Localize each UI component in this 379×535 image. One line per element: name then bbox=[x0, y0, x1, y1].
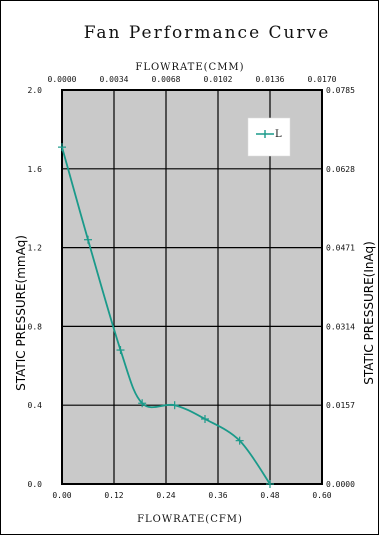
right-tick-label: 0.0000 bbox=[326, 480, 355, 489]
data-point-marker bbox=[201, 414, 209, 423]
bottom-axis-title: FLOWRATE(CFM) bbox=[137, 514, 243, 525]
plot-border bbox=[61, 89, 323, 485]
chart-title: Fan Performance Curve bbox=[84, 23, 331, 43]
top-tick-label: 0.0068 bbox=[152, 75, 181, 84]
top-tick-label: 0.0034 bbox=[100, 75, 129, 84]
y-tick-label: 1.6 bbox=[28, 165, 43, 174]
data-point-marker bbox=[84, 235, 92, 244]
grid bbox=[61, 89, 323, 485]
right-tick-label: 0.0471 bbox=[326, 244, 355, 253]
right-tick-label: 0.0628 bbox=[326, 165, 355, 174]
x-tick-label: 0.24 bbox=[156, 491, 175, 500]
data-point-marker bbox=[235, 436, 244, 445]
top-tick-label: 0.0000 bbox=[48, 75, 77, 84]
y-tick-label: 0.4 bbox=[28, 401, 43, 410]
legend-box bbox=[247, 117, 291, 157]
data-point-marker bbox=[170, 401, 179, 410]
y-tick-label: 0.8 bbox=[28, 322, 43, 331]
y-tick-label: 1.2 bbox=[28, 244, 43, 253]
series-layer bbox=[58, 143, 274, 488]
top-tick-label: 0.0136 bbox=[256, 75, 285, 84]
legend: L bbox=[247, 117, 291, 157]
data-point-marker bbox=[58, 143, 66, 152]
right-tick-label: 0.0785 bbox=[326, 86, 355, 95]
y-tick-label: 2.0 bbox=[28, 86, 43, 95]
x-tick-label: 0.00 bbox=[52, 491, 71, 500]
data-point-marker bbox=[266, 480, 274, 488]
right-tick-label: 0.0157 bbox=[326, 401, 355, 410]
data-point-marker bbox=[138, 399, 147, 408]
data-point-marker bbox=[116, 346, 125, 355]
left-axis-title: STATIC PRESSURE(mmAq) bbox=[14, 235, 28, 391]
right-axis-title: STATIC PRESSURE(InAq) bbox=[362, 241, 376, 385]
top-axis-title: FLOWRATE(CMM) bbox=[135, 62, 244, 73]
tick-labels: 0.00 0.12 0.24 0.36 0.48 0.600.0000 0.0034 0.00… bbox=[28, 75, 356, 500]
x-tick-label: 0.36 bbox=[208, 491, 227, 500]
right-tick-label: 0.0314 bbox=[326, 322, 355, 331]
top-tick-label: 0.0170 bbox=[308, 75, 337, 84]
x-tick-label: 0.12 bbox=[104, 491, 123, 500]
x-tick-label: 0.60 bbox=[312, 491, 331, 500]
y-tick-label: 0.0 bbox=[28, 480, 43, 489]
top-tick-label: 0.0102 bbox=[204, 75, 233, 84]
x-tick-label: 0.48 bbox=[260, 491, 279, 500]
legend-label: L bbox=[275, 129, 282, 140]
